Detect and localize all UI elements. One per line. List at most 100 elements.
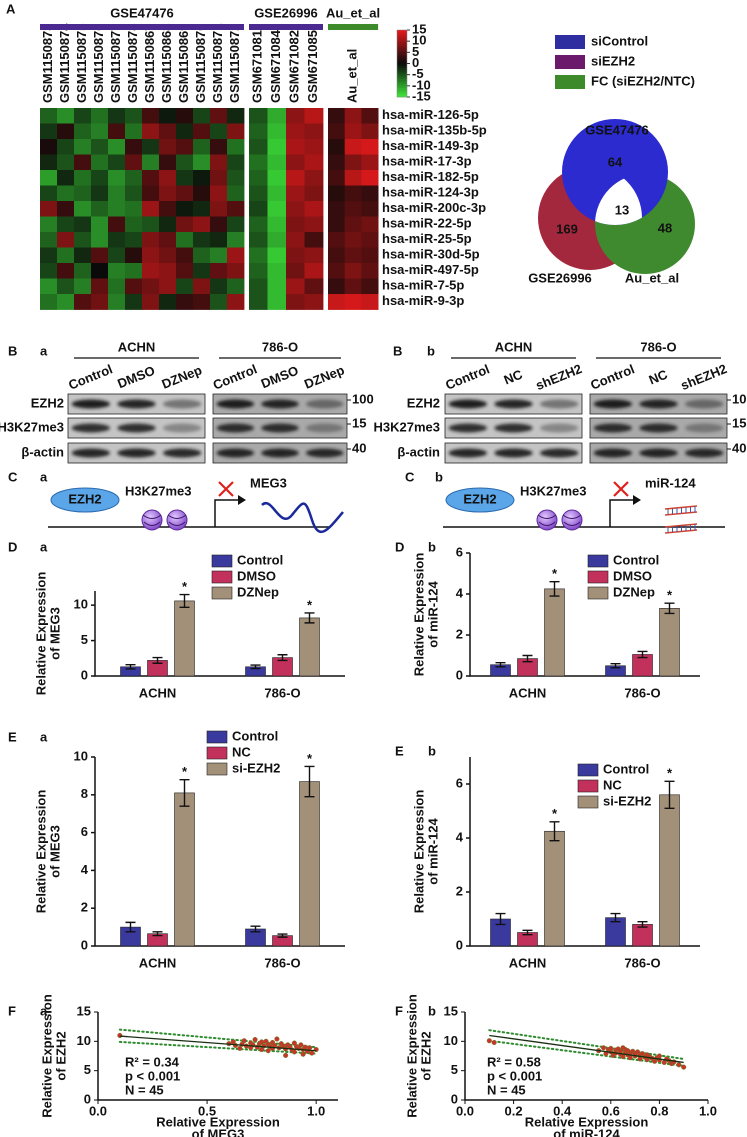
y-tick-label: 0	[81, 667, 88, 682]
legend-label: Control	[603, 761, 649, 776]
heatmap-cell	[176, 294, 194, 310]
sample-label: GSM1150873	[40, 23, 55, 103]
heatmap-cell	[249, 108, 268, 124]
blot-group-label: 786-O	[262, 339, 298, 354]
heatmap-cell	[40, 108, 58, 124]
colorbar-step	[397, 63, 407, 67]
scatter-point	[291, 1049, 297, 1055]
heatmap-cell	[193, 294, 211, 310]
heatmap-cell	[286, 247, 305, 264]
heatmap-cell	[361, 185, 379, 202]
x-tick-label: 1.0	[699, 1103, 717, 1118]
legend-swatch	[587, 554, 609, 568]
heatmap-cell	[328, 139, 346, 155]
heatmap-cell	[74, 201, 92, 217]
promoter-arrowhead	[238, 495, 246, 505]
heatmap-cell	[267, 294, 287, 310]
y-tick-label: 6	[456, 544, 463, 559]
heatmap-cell	[159, 294, 177, 310]
colorbar-step	[397, 47, 407, 51]
colorbar-step	[397, 83, 407, 87]
scatter-point	[117, 1032, 123, 1039]
heatmap-cell	[361, 201, 379, 217]
panel-sublabel: a	[40, 1003, 48, 1018]
y-tick-label: 2	[456, 883, 463, 898]
heatmap-cell	[193, 123, 211, 140]
y-tick-label: 0	[451, 1091, 458, 1106]
heatmap-cell	[108, 263, 126, 279]
heatmap-cell	[176, 123, 194, 140]
heatmap-cell	[74, 108, 92, 124]
row-label: hsa-miR-9-3p	[382, 293, 464, 308]
error-bar	[152, 656, 163, 664]
heatmap-cell	[267, 201, 287, 217]
heatmap-cell	[108, 108, 126, 124]
heatmap-cell	[142, 263, 160, 279]
heatmap-cell	[210, 278, 228, 295]
heatmap-cell	[176, 232, 194, 248]
heatmap-cell	[57, 108, 75, 124]
heatmap-cell	[227, 185, 245, 202]
heatmap-cell	[142, 216, 160, 233]
heatmap-cell	[193, 278, 211, 295]
blot-lane-label: NC	[502, 366, 526, 387]
heatmap-cell	[142, 247, 160, 264]
legend-swatch	[555, 55, 585, 69]
y-tick-label: 0	[456, 667, 463, 682]
stat-label: R² = 0.34	[125, 1054, 180, 1069]
blot-band	[261, 399, 299, 409]
scatter-point	[600, 1045, 607, 1051]
heatmap-cell	[249, 232, 268, 248]
heatmap-cell	[40, 139, 58, 155]
nucleosome	[561, 509, 583, 531]
colorbar-step	[397, 36, 407, 40]
heatmap-cell	[344, 232, 362, 248]
heatmap-cell	[249, 216, 268, 233]
heatmap-cell	[159, 154, 177, 171]
heatmap-cell	[210, 294, 228, 310]
heatmap-cell	[108, 185, 126, 202]
confidence-band	[488, 1029, 685, 1060]
heatmap-cell	[74, 216, 92, 233]
blot-band	[639, 423, 678, 433]
heatmap-cell	[91, 170, 109, 186]
heatmap-cell	[210, 170, 228, 186]
x-tick-label: ACHN	[139, 685, 177, 700]
heatmap-cell	[304, 216, 324, 233]
heatmap-cell	[176, 247, 194, 264]
heatmap-cell	[328, 108, 346, 124]
heatmap-cell	[91, 294, 109, 310]
heatmap-cell	[57, 232, 75, 248]
heatmap-cell	[74, 123, 92, 140]
heatmap-cell	[108, 170, 126, 186]
scatter-point	[486, 1038, 492, 1044]
heatmap-cell	[142, 139, 160, 155]
scatter-point	[259, 1039, 265, 1045]
error-bar	[125, 921, 136, 933]
y-tick-label: 15	[444, 1003, 458, 1018]
x-tick-label: 0.6	[602, 1103, 620, 1118]
heatmap-cell	[108, 123, 126, 140]
blot-group-label: ACHN	[495, 339, 533, 354]
scatter-point	[634, 1049, 641, 1055]
error-bar	[664, 602, 675, 615]
legend-label: si-EZH2	[232, 760, 280, 775]
colorbar-step	[397, 45, 407, 49]
protein-label: EZH2	[68, 491, 101, 506]
colorbar-step	[397, 70, 407, 73]
colorbar-step	[397, 76, 407, 80]
heatmap-cell	[57, 278, 75, 295]
heatmap-cell	[40, 201, 58, 217]
heatmap-cell	[227, 278, 245, 295]
legend-swatch	[211, 586, 233, 600]
y-tick-label: 5	[84, 1062, 91, 1077]
legend-label: DMSO	[237, 568, 276, 583]
error-bar	[637, 921, 648, 928]
heatmap-cell	[249, 294, 268, 310]
heatmap-cell	[304, 232, 324, 248]
heatmap-cell	[108, 294, 126, 310]
panel-label: E	[395, 743, 404, 758]
x-tick-label: 0.8	[650, 1103, 668, 1118]
blot-lane-label: DMSO	[115, 363, 157, 392]
